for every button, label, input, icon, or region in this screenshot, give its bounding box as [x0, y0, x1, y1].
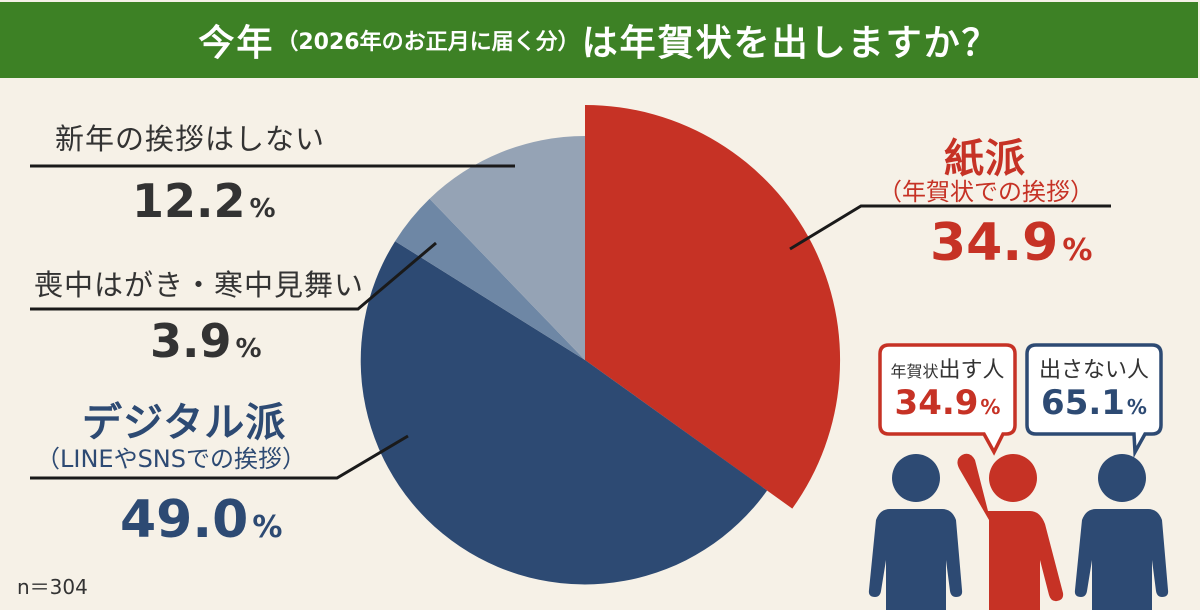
value-none: 12.2 — [132, 174, 246, 228]
person-icon-right — [1074, 454, 1169, 610]
bubble-send-caption-small: 年賀状 — [890, 362, 939, 381]
label-digital-sub: （LINEやSNSでの挨拶） — [36, 445, 306, 473]
sample-size-note: n＝304 — [17, 575, 88, 599]
slice-none — [429, 136, 585, 360]
unit-none: % — [249, 194, 276, 224]
unit-paper: % — [1062, 233, 1093, 268]
person-icon-left — [868, 454, 963, 610]
title-paren: （2026年のお正月に届く分） — [276, 30, 580, 55]
bubble-not-send-caption: 出さない人 — [1038, 358, 1149, 383]
bubble-not-send-value: 65.1 — [1041, 383, 1125, 423]
value-paper: 34.9 — [930, 213, 1059, 273]
label-mourning-value: 3.9% — [150, 314, 262, 368]
leader-line-digital — [30, 434, 409, 480]
value-mourning: 3.9 — [150, 314, 232, 368]
value-digital: 49.0 — [120, 490, 249, 550]
bubble-send-value: 34.9 — [894, 383, 979, 423]
slice-digital — [360, 241, 768, 585]
bubble-send-unit: % — [980, 395, 1001, 419]
title-part1: 今年 — [198, 23, 275, 64]
label-paper-sub: （年賀状での挨拶） — [878, 178, 1094, 206]
bubble-not-send-unit: % — [1126, 395, 1147, 419]
bubble-send-caption: 出す人 — [938, 358, 1005, 383]
label-mourning-category: 喪中はがき・寒中見舞い — [34, 268, 365, 302]
bubble-send — [878, 343, 1017, 456]
slice-mourning — [395, 198, 585, 360]
label-digital-value: 49.0% — [120, 490, 282, 550]
bubble-send-text: 年賀状出す人 34.9% — [880, 352, 1015, 422]
slice-paper — [585, 104, 841, 509]
title-part2: は年賀状を出しますか？ — [581, 23, 1000, 64]
label-digital-category: デジタル派 — [82, 400, 287, 446]
bubble-not-send-text: 出さない人 65.1% — [1027, 352, 1161, 422]
chart-title-banner: 今年 （2026年のお正月に届く分） は年賀状を出しますか？ — [0, 2, 1198, 78]
label-paper-category: 紙派 — [944, 136, 1026, 182]
unit-digital: % — [252, 510, 283, 545]
label-none-category: 新年の挨拶はしない — [55, 122, 326, 156]
unit-mourning: % — [235, 334, 262, 364]
label-paper-value: 34.9% — [930, 213, 1092, 273]
bubble-not-send — [1025, 343, 1163, 459]
label-none-value: 12.2% — [132, 174, 276, 228]
leader-line-mourning — [30, 241, 437, 311]
leader-line-paper — [789, 204, 1111, 251]
person-icon-raising-hand — [957, 453, 1064, 610]
